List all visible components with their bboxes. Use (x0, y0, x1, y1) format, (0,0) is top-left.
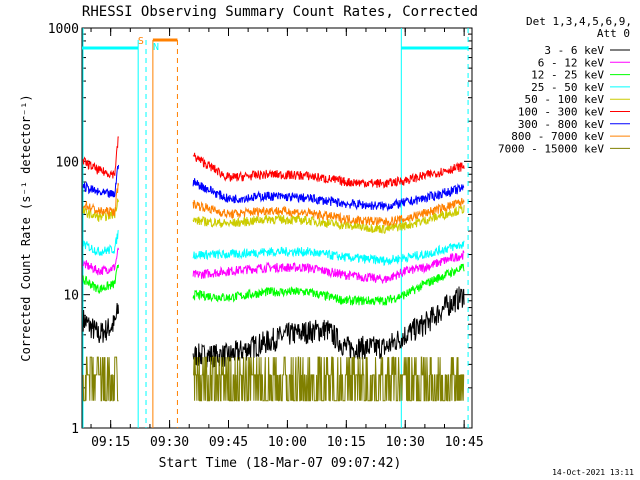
series-line (82, 263, 465, 306)
series-line (82, 229, 465, 266)
legend-label: 25 - 50 keV (531, 81, 604, 94)
x-tick-label: 10:45 (445, 435, 484, 450)
y-axis-label: Corrected Count Rate (s⁻¹ detector⁻¹) (19, 94, 33, 361)
y-tick-label: 1 (71, 422, 79, 437)
x-axis-label: Start Time (18-Mar-07 09:07:42) (159, 456, 402, 471)
series-line (82, 136, 465, 189)
series-line (82, 198, 465, 234)
plot-series (82, 136, 465, 402)
x-tick-label: 10:15 (327, 435, 366, 450)
legend-label: 800 - 7000 keV (511, 130, 604, 143)
legend-label: 300 - 800 keV (518, 118, 604, 131)
legend-label: 12 - 25 keV (531, 69, 604, 82)
plot-frame (81, 27, 473, 429)
legend-label: 7000 - 15000 keV (498, 142, 604, 155)
y-tick-label: 10 (63, 289, 79, 304)
x-tick-label: 09:30 (150, 435, 189, 450)
x-axis: 09:15 09:30 09:45 10:00 10:15 10:30 10:45 (90, 28, 484, 450)
legend-header: Det 1,3,4,5,6,9, (526, 15, 632, 28)
saa-label: S (138, 36, 144, 47)
night-label: N (153, 42, 159, 53)
series-line (82, 164, 465, 212)
series-line (82, 356, 465, 402)
x-tick-label: 10:00 (268, 435, 307, 450)
series-line (82, 286, 465, 368)
legend-label: 100 - 300 keV (518, 106, 604, 119)
legend-label: 6 - 12 keV (538, 56, 605, 69)
series-line (82, 182, 465, 227)
legend-label: 50 - 100 keV (525, 93, 605, 106)
y-tick-label: 1000 (48, 22, 79, 37)
series-line (82, 247, 465, 284)
y-tick-label: 100 (56, 155, 79, 170)
chart-title: RHESSI Observing Summary Count Rates, Co… (82, 4, 478, 20)
x-tick-label: 10:30 (386, 435, 425, 450)
legend-label: 3 - 6 keV (544, 44, 604, 57)
x-tick-label: 09:45 (209, 435, 248, 450)
legend-header: Att 0 (597, 27, 630, 40)
footer-date: 14-Oct-2021 13:11 (552, 468, 634, 477)
x-tick-label: 09:15 (91, 435, 130, 450)
